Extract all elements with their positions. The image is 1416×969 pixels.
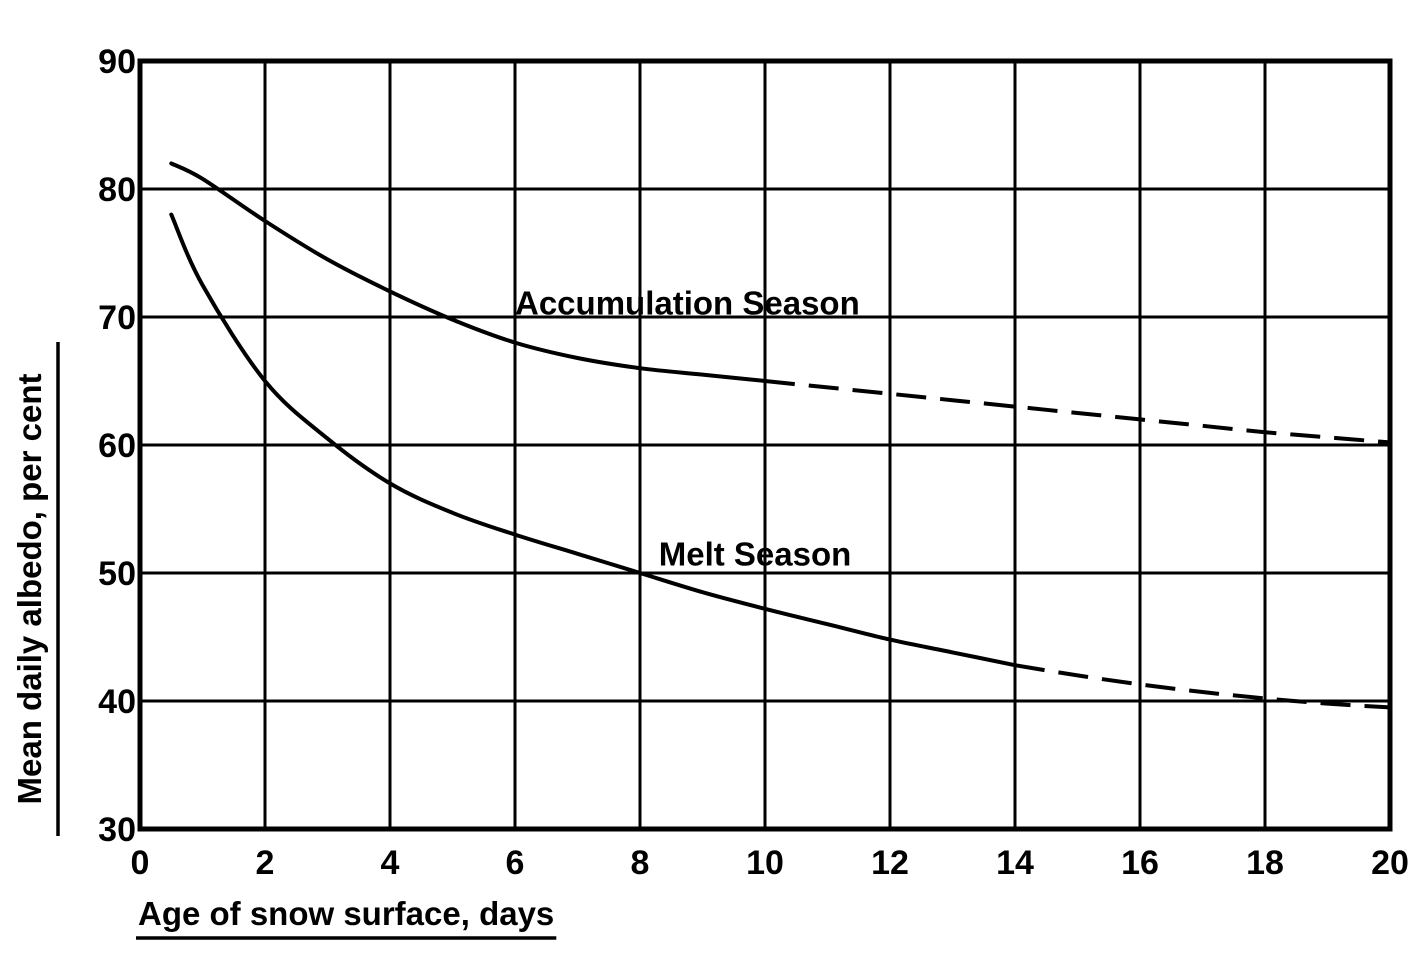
y-axis-title: Mean daily albedo, per cent xyxy=(11,374,48,805)
melt-season-label: Melt Season xyxy=(659,535,852,572)
melt-season-line-solid xyxy=(169,212,1017,668)
x-tick-label: 18 xyxy=(1246,844,1284,882)
accumulation-season-line-solid xyxy=(169,161,767,383)
accumulation-season-label: Accumulation Season xyxy=(515,284,860,321)
x-tick-label: 8 xyxy=(631,844,650,882)
x-tick-label: 20 xyxy=(1371,844,1409,882)
x-axis-title: Age of snow surface, days xyxy=(138,895,554,932)
melt-season-line-dashed xyxy=(1014,663,1391,710)
series-labels: Accumulation Season Melt Season xyxy=(515,284,860,572)
grid xyxy=(140,61,1390,829)
y-tick-label: 60 xyxy=(98,427,136,465)
y-tick-label: 80 xyxy=(98,171,136,209)
x-tick-label: 12 xyxy=(871,844,909,882)
x-tick-label: 0 xyxy=(131,844,150,882)
tick-labels: 0 2 4 6 8 10 12 14 16 18 20 30 40 50 60 70 80 90 xyxy=(98,43,1409,882)
x-tick-label: 16 xyxy=(1121,844,1159,882)
y-tick-label: 30 xyxy=(98,811,136,849)
y-tick-label: 50 xyxy=(98,555,136,593)
y-tick-label: 70 xyxy=(98,299,136,337)
x-tick-label: 6 xyxy=(506,844,525,882)
x-tick-label: 14 xyxy=(996,844,1034,882)
x-tick-label: 2 xyxy=(256,844,275,882)
y-tick-label: 90 xyxy=(98,43,136,81)
y-tick-label: 40 xyxy=(98,683,136,721)
x-tick-label: 10 xyxy=(746,844,784,882)
accumulation-season-line-dashed xyxy=(764,379,1391,445)
series-group xyxy=(169,161,1391,710)
x-tick-label: 4 xyxy=(381,844,400,882)
plot-frame xyxy=(137,58,1393,832)
